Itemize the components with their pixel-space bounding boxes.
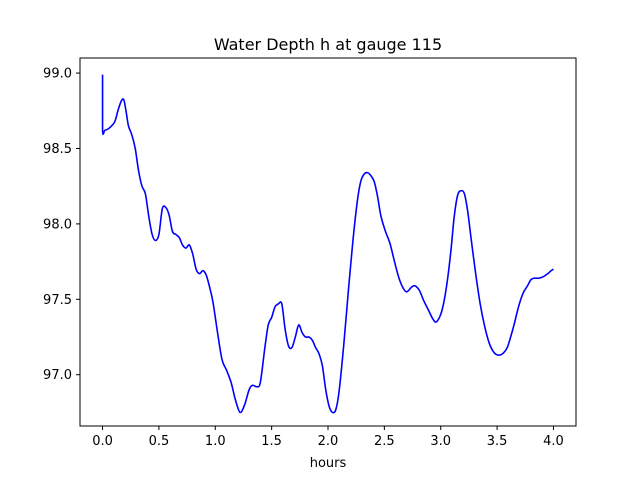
y-tick-label: 98.5	[43, 142, 72, 157]
y-tick-label: 99.0	[43, 67, 72, 82]
x-tick-label: 2.0	[318, 434, 339, 449]
x-axis-label: hours	[310, 456, 347, 471]
x-tick-label: 1.0	[205, 434, 226, 449]
x-tick-label: 2.5	[374, 434, 395, 449]
x-tick-label: 3.5	[487, 434, 508, 449]
series-layer	[101, 74, 554, 414]
x-axis-ticks: 0.0 0.5 1.0 1.5 2.0 2.5 3.0 3.5 4.0	[92, 426, 564, 449]
plot-frame	[79, 57, 577, 427]
x-tick-label: 3.0	[430, 434, 451, 449]
y-tick-label: 98.0	[43, 217, 72, 232]
chart-title: Water Depth h at gauge 115	[214, 35, 442, 54]
y-axis-ticks: 97.0 97.5 98.0 98.5 99.0	[43, 67, 80, 383]
x-tick-label: 0.5	[149, 434, 170, 449]
series-line	[101, 74, 554, 414]
y-tick-label: 97.0	[43, 368, 72, 383]
x-tick-label: 0.0	[92, 434, 113, 449]
x-tick-label: 4.0	[543, 434, 564, 449]
y-tick-label: 97.5	[43, 293, 72, 308]
x-tick-label: 1.5	[261, 434, 282, 449]
